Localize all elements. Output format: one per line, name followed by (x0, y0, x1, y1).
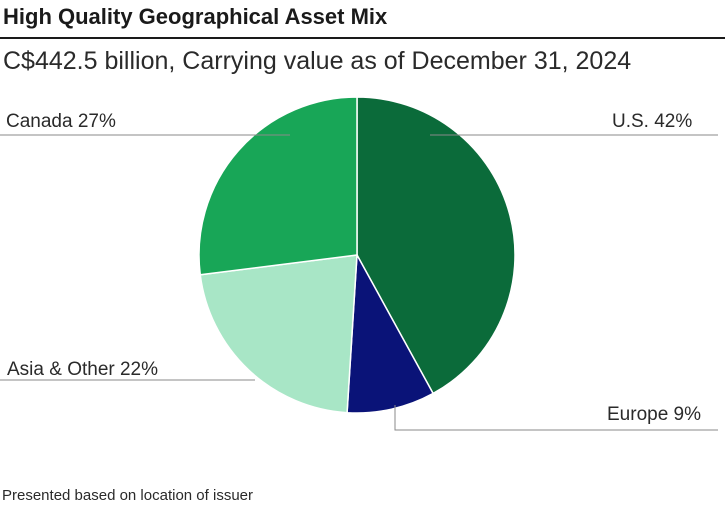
title-divider (0, 37, 725, 39)
pie-slice-asia-other (199, 254, 358, 414)
label-us: U.S. 42% (612, 111, 693, 132)
label-europe: Europe 9% (607, 404, 702, 425)
pie-slices (198, 96, 516, 414)
pie-slice-u-s (356, 96, 516, 395)
leader-lines (0, 134, 718, 431)
label-asia-other: Asia & Other 22% (7, 359, 159, 380)
label-canada: Canada 27% (6, 111, 116, 132)
chart-subtitle: C$442.5 billion, Carrying value as of De… (3, 47, 632, 75)
pie-slice-canada (198, 96, 358, 276)
footnote: Presented based on location of issuer (2, 487, 253, 504)
leader-line-europe (394, 405, 718, 431)
pie-slice-europe (346, 252, 435, 414)
chart-title: High Quality Geographical Asset Mix (3, 4, 388, 29)
